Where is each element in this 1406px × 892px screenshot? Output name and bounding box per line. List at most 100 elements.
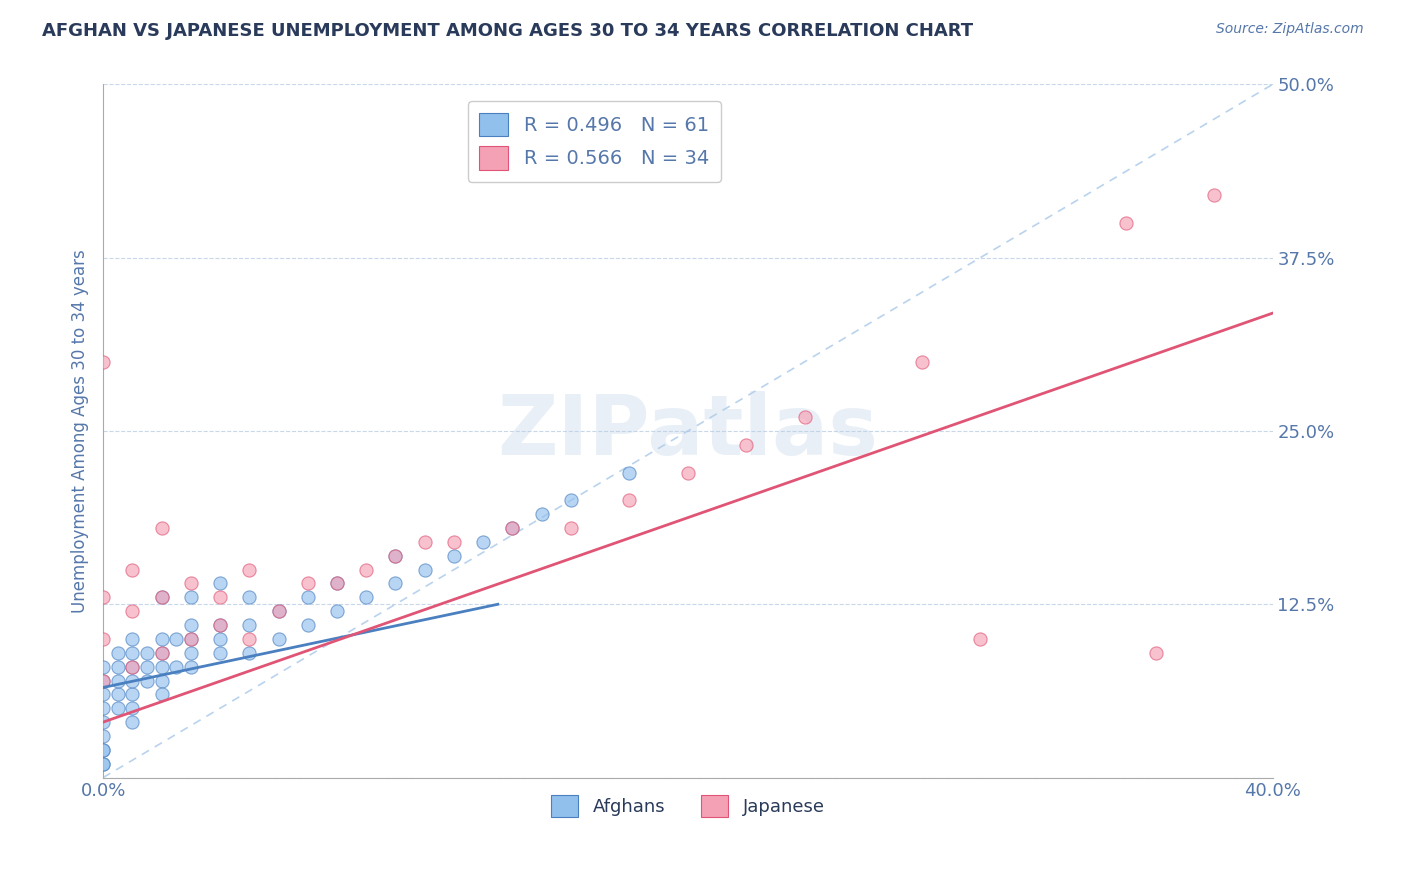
Point [180,646,202,660]
Point [91,729,114,743]
Point [91,687,114,701]
Point [209,632,232,646]
Point [443,535,465,549]
Point [107,646,129,660]
Point [121,563,143,577]
Point [501,521,523,535]
Point [267,604,290,618]
Point [121,659,143,673]
Point [91,354,114,368]
Point [91,659,114,673]
Text: Source: ZipAtlas.com: Source: ZipAtlas.com [1216,22,1364,37]
Point [238,618,260,632]
Point [121,659,143,673]
Point [150,521,173,535]
Point [1115,216,1137,230]
Text: AFGHAN VS JAPANESE UNEMPLOYMENT AMONG AGES 30 TO 34 YEARS CORRELATION CHART: AFGHAN VS JAPANESE UNEMPLOYMENT AMONG AG… [42,22,973,40]
Point [413,535,436,549]
Point [384,576,406,591]
Point [560,493,582,508]
Point [91,632,114,646]
Point [619,466,641,480]
Point [297,591,319,605]
Point [384,549,406,563]
Point [136,673,159,688]
Point [91,673,114,688]
Point [384,549,406,563]
Point [735,438,758,452]
Point [326,576,349,591]
Point [238,563,260,577]
Point [326,604,349,618]
Point [150,659,173,673]
Point [107,659,129,673]
Point [238,646,260,660]
Point [354,591,377,605]
Point [530,507,553,521]
Point [209,618,232,632]
Point [209,591,232,605]
Point [413,563,436,577]
Point [91,756,114,771]
Point [793,410,815,425]
Legend: Afghans, Japanese: Afghans, Japanese [544,788,832,824]
Point [150,687,173,701]
Point [136,646,159,660]
Point [180,632,202,646]
Point [121,646,143,660]
Point [150,673,173,688]
Point [209,576,232,591]
Point [443,549,465,563]
Text: ZIPatlas: ZIPatlas [498,391,879,472]
Point [150,632,173,646]
Point [121,604,143,618]
Point [150,591,173,605]
Point [472,535,495,549]
Point [121,687,143,701]
Point [180,591,202,605]
Point [91,715,114,730]
Point [209,618,232,632]
Point [180,618,202,632]
Point [91,591,114,605]
Y-axis label: Unemployment Among Ages 30 to 34 years: Unemployment Among Ages 30 to 34 years [72,249,89,613]
Point [238,632,260,646]
Point [911,354,934,368]
Point [150,646,173,660]
Point [107,701,129,715]
Point [1144,646,1167,660]
Point [91,756,114,771]
Point [267,632,290,646]
Point [267,604,290,618]
Point [107,687,129,701]
Point [91,673,114,688]
Point [297,576,319,591]
Point [209,646,232,660]
Point [165,632,187,646]
Point [91,743,114,757]
Point [91,743,114,757]
Point [150,646,173,660]
Point [501,521,523,535]
Point [121,632,143,646]
Point [326,576,349,591]
Point [150,591,173,605]
Point [121,701,143,715]
Point [136,659,159,673]
Point [121,715,143,730]
Point [676,466,699,480]
Point [1202,188,1225,202]
Point [91,701,114,715]
Point [619,493,641,508]
Point [180,632,202,646]
Point [560,521,582,535]
Point [238,591,260,605]
Point [297,618,319,632]
Point [180,576,202,591]
Point [121,673,143,688]
Point [180,659,202,673]
Point [969,632,991,646]
Point [354,563,377,577]
Point [165,659,187,673]
Point [107,673,129,688]
